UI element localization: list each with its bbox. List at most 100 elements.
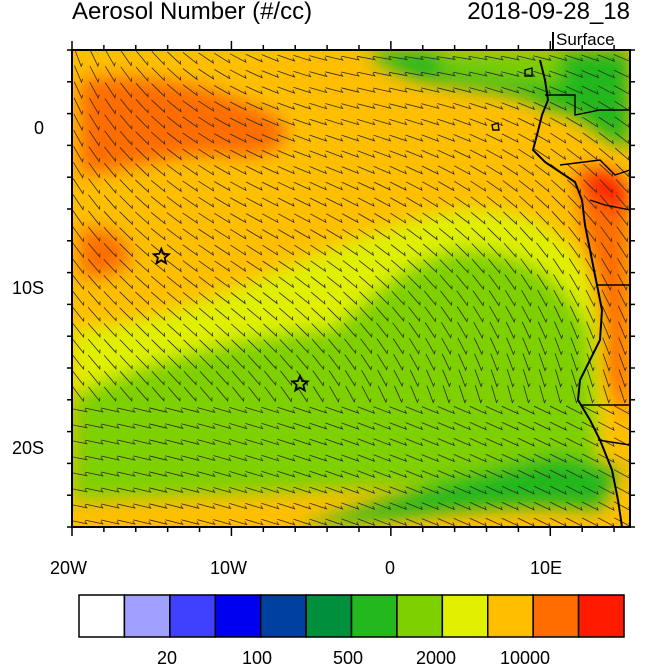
wind-barb <box>457 322 468 339</box>
wind-barb <box>584 242 596 259</box>
wind-barb <box>487 243 501 258</box>
wind-barb <box>279 339 293 354</box>
wind-barb <box>309 486 328 494</box>
wind-barb <box>101 471 120 477</box>
wind-barb <box>555 385 563 404</box>
wind-barb <box>391 306 405 322</box>
wind-barb <box>245 439 264 446</box>
wind-barb <box>597 453 615 464</box>
wind-barb <box>72 456 88 461</box>
wind-barb <box>214 181 231 192</box>
wind-barb <box>357 134 376 142</box>
wind-barb <box>487 258 501 275</box>
wind-barb <box>150 211 166 225</box>
wind-barb <box>229 53 247 64</box>
wind-barb <box>374 259 390 273</box>
wind-barb <box>294 291 310 305</box>
wind-barb <box>245 519 264 526</box>
wind-barb <box>309 454 328 462</box>
wind-barb <box>262 292 278 305</box>
wind-barb <box>309 166 328 175</box>
wind-barb <box>327 291 342 305</box>
wind-barb <box>87 242 101 258</box>
wind-barb <box>405 518 424 527</box>
wind-barb <box>197 455 216 462</box>
wind-barb <box>264 386 277 403</box>
wind-barb <box>72 242 85 259</box>
wind-barb <box>437 118 456 126</box>
wind-barb <box>597 405 615 416</box>
wind-barb <box>469 133 487 143</box>
wind-barb <box>377 369 388 388</box>
wind-barb <box>312 354 325 371</box>
wind-barb <box>569 289 580 308</box>
wind-barb <box>293 486 312 494</box>
wind-barb <box>600 210 613 227</box>
wind-barb <box>229 423 248 430</box>
wind-barb <box>245 165 263 175</box>
wind-barb <box>150 291 166 305</box>
wind-barb <box>199 355 213 370</box>
wind-barb <box>600 242 612 259</box>
wind-barb <box>89 98 100 115</box>
wind-barb <box>150 275 166 289</box>
wind-barb <box>521 321 532 340</box>
wind-barb <box>262 260 279 272</box>
wind-barb <box>119 227 133 242</box>
wind-barb <box>135 243 150 257</box>
wind-barb <box>505 305 516 323</box>
wind-barb <box>522 353 531 372</box>
wind-barb <box>72 440 88 445</box>
wind-barb <box>469 453 487 463</box>
wind-barb <box>405 103 424 109</box>
wind-barb <box>198 228 215 240</box>
wind-barb <box>533 86 552 94</box>
wind-barb <box>486 211 502 225</box>
wind-barb <box>502 164 519 176</box>
wind-barb <box>502 195 518 209</box>
wind-barb <box>135 307 149 322</box>
wind-barb <box>341 518 360 526</box>
wind-barb <box>421 470 440 479</box>
wind-barb <box>135 275 150 290</box>
wind-barb <box>245 407 264 414</box>
wind-barb <box>405 71 424 77</box>
wind-barb <box>293 118 312 126</box>
wind-barb <box>166 164 182 177</box>
wind-barb <box>135 211 150 225</box>
wind-barb <box>231 339 245 354</box>
wind-barb <box>357 119 376 126</box>
wind-barb <box>469 469 487 479</box>
wind-barb <box>165 503 184 509</box>
wind-barb <box>343 291 358 306</box>
wind-barb <box>501 485 519 495</box>
wind-barb <box>597 485 615 496</box>
wind-barb <box>325 87 344 94</box>
wind-barb <box>586 353 595 372</box>
wind-barb <box>325 486 344 494</box>
wind-barb <box>88 194 101 211</box>
wind-barb <box>341 197 359 207</box>
wind-barb <box>229 85 247 95</box>
wind-barb <box>213 439 232 446</box>
wind-barb <box>198 116 215 128</box>
wind-barb <box>103 354 117 370</box>
wind-barb <box>262 244 279 256</box>
wind-barb <box>587 385 595 404</box>
wind-barb <box>374 244 390 257</box>
wind-barb <box>473 321 484 340</box>
lat-label-0: 0 <box>33 118 44 138</box>
wind-barb <box>327 338 341 354</box>
wind-barb <box>341 150 360 158</box>
wind-barb <box>389 438 408 447</box>
wind-barb <box>357 197 375 207</box>
wind-barb <box>469 405 487 415</box>
wind-barb <box>117 519 136 525</box>
wind-barb <box>341 181 359 191</box>
wind-barb <box>537 289 548 308</box>
wind-barb <box>453 71 472 77</box>
wind-barb <box>165 487 184 493</box>
wind-barb <box>293 166 312 175</box>
wind-barb <box>278 260 295 272</box>
wind-barb <box>359 322 373 338</box>
